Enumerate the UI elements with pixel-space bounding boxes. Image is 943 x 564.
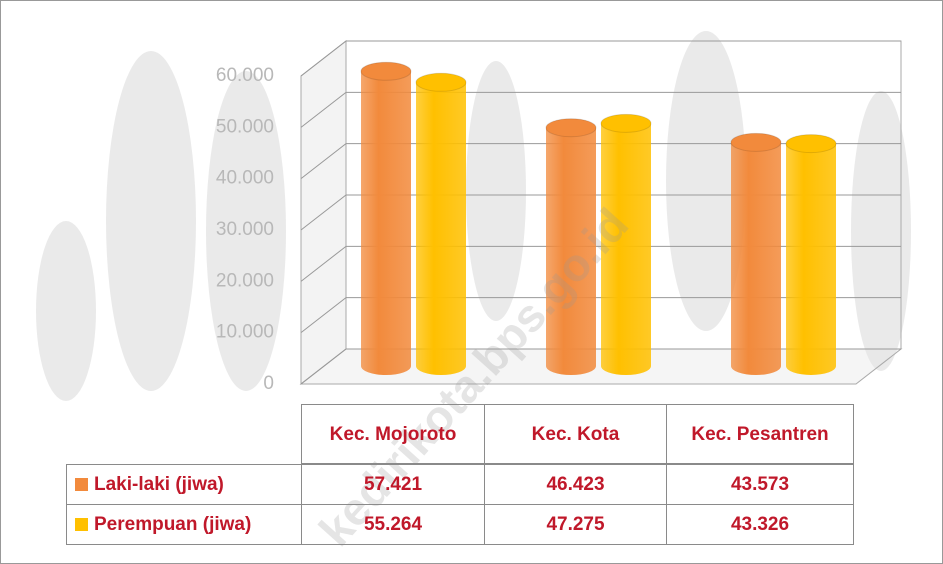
legend-swatch: [75, 518, 88, 531]
cylinder-bar: [361, 62, 411, 375]
category-label: Kec. Mojoroto: [301, 404, 485, 464]
cylinder-body: [361, 71, 411, 375]
cylinder-top: [546, 119, 596, 137]
category-label: Kec. Pesantren: [666, 404, 854, 464]
cylinder-top: [786, 135, 836, 153]
cylinder-bar: [786, 135, 836, 375]
y-tick-label: 30.000: [216, 219, 274, 240]
cylinder-top: [416, 73, 466, 91]
cylinder-body: [731, 142, 781, 375]
value-label: 43.573: [666, 464, 854, 505]
cylinder-bar: [416, 73, 466, 375]
y-tick-label: 40.000: [216, 168, 274, 189]
legend-entry: Laki-laki (jiwa): [66, 464, 302, 505]
value-label: 55.264: [301, 504, 485, 545]
legend-label: Laki-laki (jiwa): [94, 473, 224, 496]
y-tick-label: 10.000: [216, 322, 274, 343]
legend-label: Perempuan (jiwa): [94, 513, 251, 536]
category-label: Kec. Kota: [484, 404, 667, 464]
cylinder-bar: [731, 133, 781, 375]
cylinder-top: [601, 114, 651, 132]
legend-swatch: [75, 478, 88, 491]
legend-entry: Perempuan (jiwa): [66, 504, 302, 545]
value-label: 43.326: [666, 504, 854, 545]
y-tick-label: 60.000: [216, 65, 274, 86]
value-label: 46.423: [484, 464, 667, 505]
cylinder-body: [786, 144, 836, 375]
y-tick-label: 0: [263, 373, 274, 394]
y-tick-label: 20.000: [216, 270, 274, 291]
value-label: 47.275: [484, 504, 667, 545]
cylinder-top: [361, 62, 411, 80]
value-label: 57.421: [301, 464, 485, 505]
cylinder-body: [416, 82, 466, 375]
cylinder-top: [731, 133, 781, 151]
y-tick-label: 50.000: [216, 116, 274, 137]
chart: 010.00020.00030.00040.00050.00060.000ked…: [0, 0, 943, 564]
